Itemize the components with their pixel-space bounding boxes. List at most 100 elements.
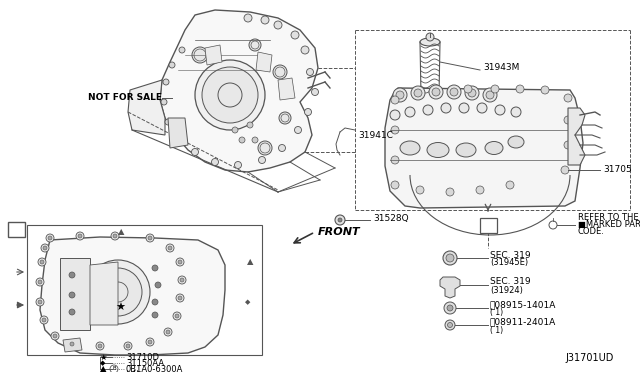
Circle shape <box>195 60 265 130</box>
Circle shape <box>177 137 184 144</box>
Circle shape <box>192 47 208 63</box>
Circle shape <box>69 309 75 315</box>
Circle shape <box>152 265 158 271</box>
Text: ■MARKED PARTS: ■MARKED PARTS <box>578 221 640 230</box>
Circle shape <box>46 234 54 242</box>
Text: ★: ★ <box>115 303 125 313</box>
Polygon shape <box>168 118 188 148</box>
Polygon shape <box>278 78 295 100</box>
Circle shape <box>40 316 48 324</box>
Text: 31705: 31705 <box>603 166 632 174</box>
Circle shape <box>179 47 185 53</box>
Circle shape <box>516 85 524 93</box>
Circle shape <box>252 137 258 143</box>
Circle shape <box>41 244 49 252</box>
Circle shape <box>176 258 184 266</box>
Circle shape <box>444 302 456 314</box>
Circle shape <box>443 251 457 265</box>
Circle shape <box>396 91 404 99</box>
Circle shape <box>464 85 472 93</box>
Circle shape <box>43 246 47 250</box>
Ellipse shape <box>427 142 449 157</box>
Circle shape <box>202 67 258 123</box>
Text: 0B1A0-6300A: 0B1A0-6300A <box>126 365 184 372</box>
Circle shape <box>441 103 451 113</box>
Circle shape <box>166 244 174 252</box>
Text: ▲: ▲ <box>118 228 125 237</box>
Text: Ⓥ08915-1401A: Ⓥ08915-1401A <box>490 301 556 310</box>
Text: A: A <box>12 224 20 234</box>
Text: REFER TO THE: REFER TO THE <box>578 214 639 222</box>
Polygon shape <box>440 277 460 298</box>
Text: ◆: ◆ <box>245 299 250 305</box>
Circle shape <box>175 314 179 318</box>
Polygon shape <box>205 45 222 65</box>
Circle shape <box>178 296 182 300</box>
Circle shape <box>152 312 158 318</box>
Circle shape <box>477 103 487 113</box>
Circle shape <box>391 156 399 164</box>
Circle shape <box>36 298 44 306</box>
Circle shape <box>511 107 521 117</box>
Circle shape <box>416 186 424 194</box>
Polygon shape <box>63 338 82 352</box>
Circle shape <box>426 33 434 41</box>
Circle shape <box>146 338 154 346</box>
Polygon shape <box>40 237 225 355</box>
Circle shape <box>476 186 484 194</box>
Circle shape <box>148 340 152 344</box>
Text: 31150AA: 31150AA <box>126 359 164 368</box>
Circle shape <box>561 166 569 174</box>
Circle shape <box>51 332 59 340</box>
Polygon shape <box>568 108 585 165</box>
Text: A: A <box>484 220 492 230</box>
FancyBboxPatch shape <box>8 221 24 237</box>
Text: B: B <box>112 366 116 372</box>
Circle shape <box>169 62 175 68</box>
Circle shape <box>445 320 455 330</box>
Circle shape <box>53 334 57 338</box>
Circle shape <box>391 96 399 104</box>
Circle shape <box>450 88 458 96</box>
Circle shape <box>446 188 454 196</box>
Circle shape <box>261 16 269 24</box>
Text: ( 4): ( 4) <box>126 369 140 372</box>
Circle shape <box>338 218 342 222</box>
Text: SEC. 319: SEC. 319 <box>490 278 531 286</box>
Circle shape <box>239 137 245 143</box>
Circle shape <box>335 215 345 225</box>
Circle shape <box>146 234 154 242</box>
Circle shape <box>506 181 514 189</box>
Circle shape <box>564 94 572 102</box>
Circle shape <box>301 46 309 54</box>
Circle shape <box>405 107 415 117</box>
Circle shape <box>191 148 198 155</box>
Circle shape <box>541 86 549 94</box>
Circle shape <box>161 99 167 105</box>
Circle shape <box>414 89 422 97</box>
Polygon shape <box>385 88 583 208</box>
Circle shape <box>69 292 75 298</box>
Ellipse shape <box>400 141 420 155</box>
Ellipse shape <box>485 141 503 154</box>
Text: 31943M: 31943M <box>483 64 520 73</box>
Text: (31945E): (31945E) <box>490 259 528 267</box>
Text: J31701UD: J31701UD <box>565 353 613 363</box>
Circle shape <box>42 318 46 322</box>
Circle shape <box>564 141 572 149</box>
Circle shape <box>155 282 161 288</box>
Circle shape <box>98 344 102 348</box>
Circle shape <box>486 91 494 99</box>
Circle shape <box>491 85 499 93</box>
Text: NOT FOR SALE: NOT FOR SALE <box>88 93 162 103</box>
Polygon shape <box>128 80 165 135</box>
Text: (31924): (31924) <box>490 285 523 295</box>
Circle shape <box>124 342 132 350</box>
Text: ◆: ◆ <box>100 360 106 366</box>
Polygon shape <box>256 52 272 72</box>
Text: 31710D: 31710D <box>126 353 159 362</box>
Circle shape <box>244 14 252 22</box>
Circle shape <box>279 112 291 124</box>
Circle shape <box>69 272 75 278</box>
Text: ★: ★ <box>99 353 107 362</box>
